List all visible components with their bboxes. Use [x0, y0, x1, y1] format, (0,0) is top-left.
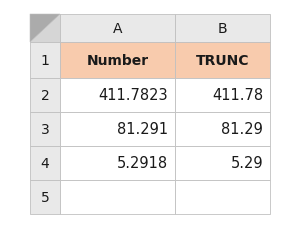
Text: 411.78: 411.78 [212, 88, 263, 103]
Text: 4: 4 [40, 156, 50, 170]
Bar [175, 146, 270, 180]
Bar [60, 146, 175, 180]
Text: 5: 5 [40, 190, 50, 204]
Text: B: B [218, 22, 227, 36]
Bar [60, 43, 175, 79]
Bar [30, 146, 60, 180]
Polygon shape [30, 15, 60, 43]
Bar [30, 15, 60, 43]
Bar [60, 79, 175, 112]
Text: A: A [113, 22, 122, 36]
Bar [175, 15, 270, 43]
Bar [175, 112, 270, 146]
Text: TRUNC: TRUNC [196, 54, 249, 68]
Text: 2: 2 [40, 89, 50, 103]
Bar [175, 43, 270, 79]
Text: 81.291: 81.291 [117, 122, 168, 137]
Bar [60, 112, 175, 146]
Bar [30, 180, 60, 214]
Text: 3: 3 [40, 123, 50, 136]
Text: 5.2918: 5.2918 [117, 156, 168, 171]
Text: Number: Number [86, 54, 148, 68]
Bar [175, 79, 270, 112]
Bar [175, 180, 270, 214]
Bar [30, 43, 60, 79]
Bar [60, 180, 175, 214]
Text: 411.7823: 411.7823 [98, 88, 168, 103]
Text: 5.29: 5.29 [230, 156, 263, 171]
Bar [30, 112, 60, 146]
Text: 1: 1 [40, 54, 50, 68]
Bar [60, 15, 175, 43]
Text: 81.29: 81.29 [221, 122, 263, 137]
Bar [30, 79, 60, 112]
